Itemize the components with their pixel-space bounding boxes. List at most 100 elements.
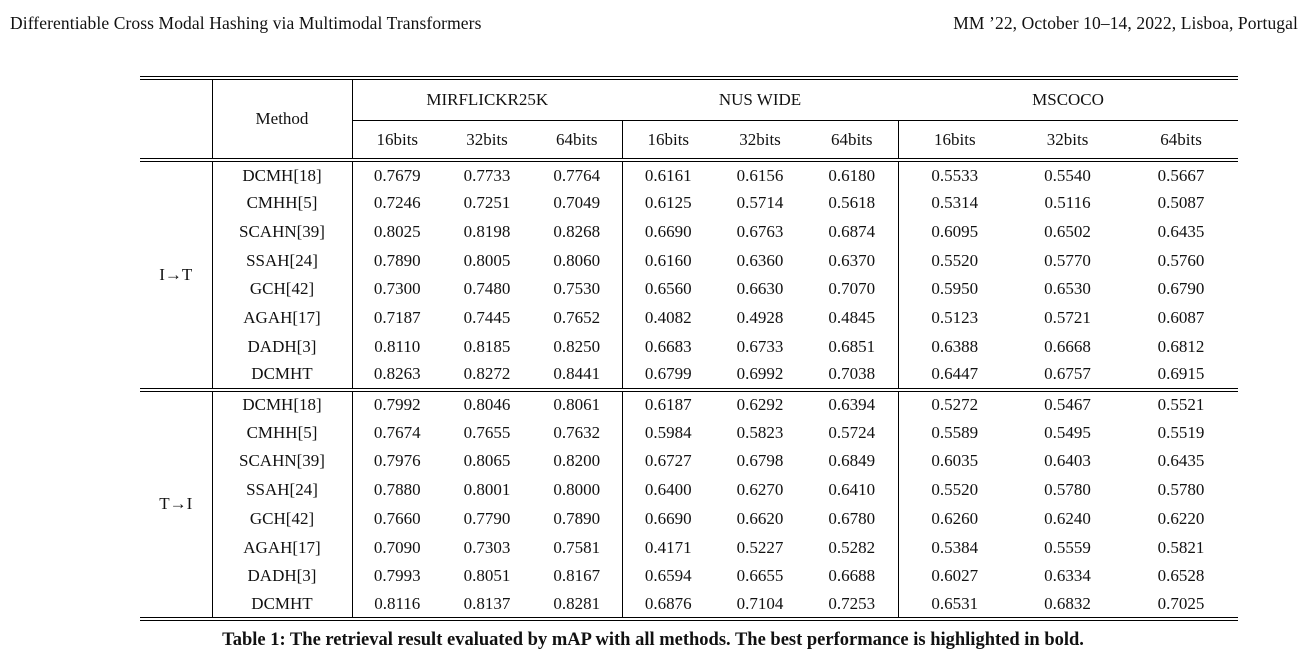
method-name: GCH[42] [212,504,353,533]
map-value: 0.5714 [736,193,784,213]
map-value: 0.6531 [931,593,979,613]
map-value: 0.5724 [806,418,899,447]
map-value: 0.4082 [644,308,692,327]
map-value: 0.5272 [931,395,979,415]
table-row: SCAHN[39] 0.7976 0.8065 0.8200 0.6727 0.6798 0… [140,446,1238,476]
map-value: 0.6763 [736,221,784,241]
map-value: 0.6530 [1044,279,1091,299]
table-row: I→T DCMH[18] 0.7679 0.7733 0.7764 0.6161 0.615… [140,160,1238,390]
map-value: 0.8025 [373,221,421,241]
map-value: 0.5984 [644,422,692,442]
table-row: GCH[42] 0.7660 0.7790 0.7890 0.6690 0.6620 0.6… [140,504,1238,533]
map-value: 0.6260 [931,508,979,528]
map-value: 0.6620 [736,508,784,528]
map-value: 0.5780 [1157,480,1205,500]
map-value: 0.4171 [644,537,692,557]
map-value: 0.7480 [463,279,511,299]
map-value: 0.6156 [736,165,784,185]
map-value: 0.5533 [931,165,979,185]
map-value: 0.6655 [736,566,784,586]
map-value: 0.6447 [931,364,979,384]
map-value: 0.8281 [532,590,623,619]
map-value: 0.6668 [1044,336,1091,356]
method-name: SCAHN[39] [212,446,353,476]
table-row: T→I DCMH[18] 0.7992 0.8046 0.8061 0.6187 0.629… [140,389,1238,619]
map-value: 0.8185 [463,336,511,356]
map-value: 0.5667 [1157,165,1205,185]
map-value: 0.5780 [1044,480,1091,500]
map-value: 0.5519 [1157,422,1205,442]
map-value: 0.7445 [463,308,511,327]
map-value: 0.6790 [1157,279,1205,299]
table-row: AGAH[17] 0.7090 0.7303 0.7581 0.4171 0.5227 0.… [140,532,1238,562]
results-table: Method MIRFLICKR25K NUS WIDE MSCOCO 16bi… [140,76,1239,621]
map-value: 0.6502 [1044,221,1091,241]
bits-header: 32bits [1046,129,1089,149]
map-value: 0.7733 [463,165,511,185]
method-column-header: Method [212,78,353,160]
map-value: 0.6435 [1157,451,1205,471]
table-row: DCMHT 0.8263 0.8272 0.8441 0.6799 0.6992 0.703… [140,360,1238,390]
table-row: SCAHN[39] 0.8025 0.8198 0.8268 0.6690 0.6763 0… [140,217,1238,247]
bits-header: 64bits [806,120,899,160]
map-value: 0.6780 [806,504,899,533]
map-value: 0.7992 [373,395,421,415]
map-value: 0.8000 [532,475,623,505]
map-value: 0.5227 [736,537,784,557]
map-value: 0.4845 [806,303,899,333]
paper-title: Differentiable Cross Modal Hashing via M… [10,13,482,33]
table-caption: Table 1: The retrieval result evaluated … [222,630,1084,650]
map-value: 0.6992 [736,364,784,384]
running-header: Differentiable Cross Modal Hashing via M… [10,13,1298,34]
method-name: DCMHT [212,360,353,390]
map-value: 0.5520 [931,250,979,270]
map-value: 0.5950 [931,279,979,299]
results-table-container: Method MIRFLICKR25K NUS WIDE MSCOCO 16bi… [140,76,1239,621]
map-value: 0.7049 [532,188,623,218]
map-value: 0.6812 [1157,336,1205,356]
map-value: 0.7530 [532,274,623,304]
map-value: 0.7187 [373,308,421,327]
map-value: 0.8001 [463,480,511,500]
map-value: 0.6187 [644,395,692,415]
table-row: SSAH[24] 0.7890 0.8005 0.8060 0.6160 0.6360 0.… [140,246,1238,275]
map-value: 0.5618 [806,188,899,218]
map-value: 0.6594 [644,566,692,586]
map-value: 0.5495 [1044,422,1091,442]
method-name: DADH[3] [212,561,353,591]
map-value: 0.6035 [931,451,979,471]
map-value: 0.4928 [736,308,784,327]
map-value: 0.7581 [532,532,623,562]
method-name: AGAH[17] [212,532,353,562]
map-value: 0.7880 [373,480,421,500]
map-value: 0.5314 [931,193,979,213]
map-value: 0.6161 [644,165,692,185]
map-value: 0.7993 [373,566,421,586]
map-value: 0.6095 [931,221,979,241]
map-value: 0.6125 [644,193,692,213]
map-value: 0.7764 [532,160,623,189]
map-value: 0.7890 [532,504,623,533]
table-row: AGAH[17] 0.7187 0.7445 0.7652 0.4082 0.4928 0.… [140,303,1238,333]
map-value: 0.8263 [373,364,421,384]
map-value: 0.7038 [806,360,899,390]
dataset-header-row: Method MIRFLICKR25K NUS WIDE MSCOCO [140,78,1239,160]
map-value: 0.6528 [1157,566,1205,586]
map-value: 0.6690 [644,221,692,241]
method-name: SSAH[24] [212,475,353,505]
map-value: 0.6560 [644,279,692,299]
map-value: 0.7655 [463,422,511,442]
map-value: 0.6630 [736,279,784,299]
method-name: CMHH[5] [212,418,353,447]
map-value: 0.6799 [644,364,692,384]
method-name: DADH[3] [212,332,353,361]
map-value: 0.6876 [644,593,692,613]
map-value: 0.7679 [373,165,421,185]
map-value: 0.7652 [532,303,623,333]
map-value: 0.5589 [931,422,979,442]
map-value: 0.6292 [736,395,784,415]
bits-header: 32bits [739,129,781,149]
map-value: 0.6400 [644,480,692,500]
map-value: 0.7253 [806,590,899,619]
